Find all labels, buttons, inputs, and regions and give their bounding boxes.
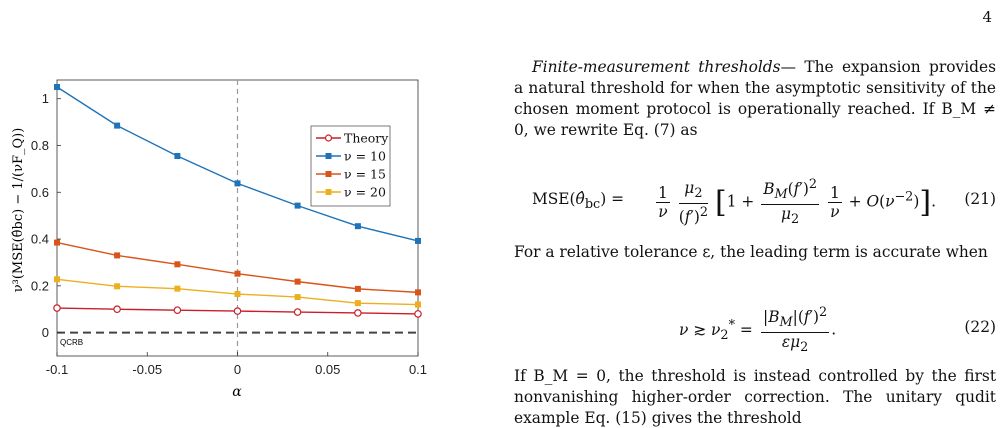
paragraph-thresholds: Finite-measurement thresholds— The expan… (514, 57, 996, 141)
text-column: Finite-measurement thresholds— The expan… (514, 57, 996, 141)
data-point (114, 122, 121, 129)
equation-22-number: (22) (964, 318, 996, 336)
x-tick-label: 0.1 (409, 362, 427, 377)
x-axis-label: α (232, 384, 242, 400)
data-point (414, 310, 422, 318)
mse-chart: -0.1 -0.05 0 0.05 0.1 0 0.2 0.4 0.6 0.8 1 Theory ν … (11, 79, 427, 400)
x-tick-label: 0.05 (315, 362, 340, 377)
paragraph-body: — The expansion provides a natural thres… (514, 58, 996, 139)
data-point (53, 304, 61, 312)
data-point (174, 261, 181, 268)
data-point (354, 309, 362, 317)
equation-21-number: (21) (964, 190, 996, 208)
legend-label: ν = 20 (344, 185, 386, 200)
data-point (173, 306, 182, 314)
data-point (294, 278, 301, 285)
paragraph-heading: Finite-measurement thresholds (532, 58, 781, 76)
y-tick-label: 1 (42, 91, 49, 106)
data-point (294, 202, 301, 209)
data-point (54, 276, 60, 283)
data-point (174, 285, 181, 292)
data-point (54, 84, 60, 91)
data-point (234, 180, 241, 187)
data-point (415, 289, 421, 296)
y-tick-label: 0.8 (31, 138, 49, 153)
legend-marker (324, 134, 333, 142)
data-point (114, 252, 121, 259)
data-point (174, 153, 181, 160)
data-point (354, 300, 361, 307)
data-point (294, 294, 301, 301)
data-point (354, 223, 361, 230)
legend-label: ν = 10 (344, 149, 386, 164)
qcrb-label: QCRB (60, 338, 83, 347)
data-point (114, 283, 121, 290)
data-point (415, 301, 421, 308)
legend-marker (325, 189, 332, 195)
text-column-3: If B_M = 0, the threshold is instead con… (514, 366, 996, 428)
data-point (354, 285, 361, 292)
legend-marker (325, 153, 332, 159)
y-tick-label: 0.6 (31, 185, 49, 200)
data-point (293, 308, 302, 316)
data-point (233, 307, 242, 315)
data-point (234, 270, 241, 277)
paragraph-tolerance: For a relative tolerance ε, the leading … (514, 243, 988, 261)
data-point (54, 239, 60, 246)
paragraph-higher-order: If B_M = 0, the threshold is instead con… (514, 367, 996, 427)
data-point (234, 291, 241, 298)
y-axis-label: ν³(MSE(θ̂bc) − 1/(νF_Q)) (11, 128, 26, 293)
page-number: 4 (982, 8, 992, 26)
y-tick-label: 0.4 (31, 232, 49, 247)
text-column-2: For a relative tolerance ε, the leading … (514, 242, 996, 263)
y-tick-label: 0.2 (31, 278, 49, 293)
y-tick-label: 0 (42, 325, 49, 340)
data-point (113, 305, 121, 314)
x-tick-label: 0 (234, 362, 241, 377)
legend-label: Theory (344, 131, 389, 146)
legend-marker (325, 171, 332, 177)
x-tick-label: -0.1 (46, 362, 68, 377)
legend-label: ν = 15 (344, 167, 386, 182)
data-point (415, 237, 421, 244)
x-tick-label: -0.05 (132, 362, 162, 377)
